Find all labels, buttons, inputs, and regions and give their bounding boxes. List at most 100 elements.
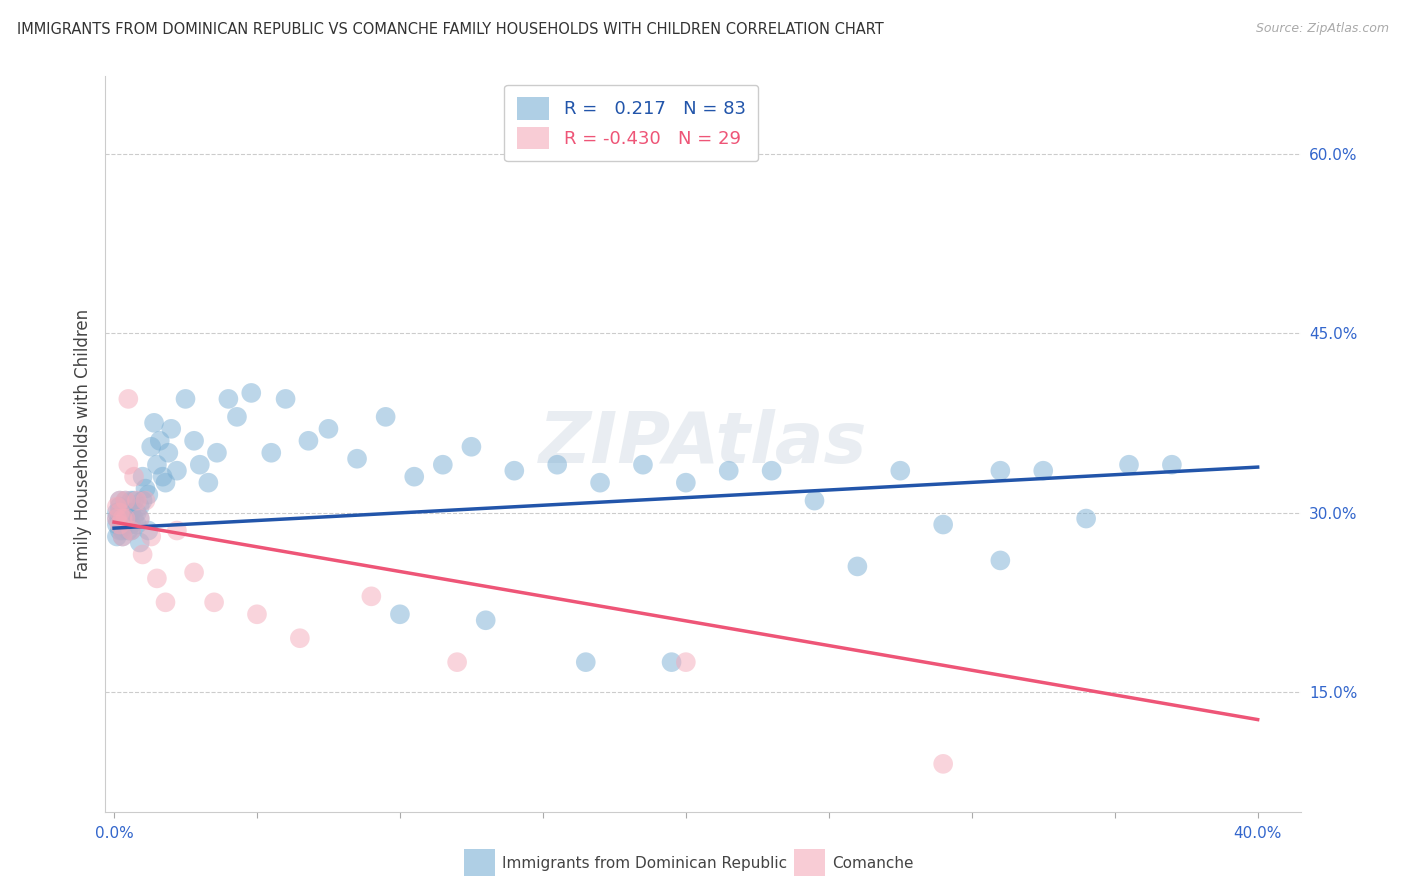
Point bbox=[114, 493, 136, 508]
Point bbox=[174, 392, 197, 406]
Point bbox=[155, 475, 177, 490]
Point bbox=[122, 493, 145, 508]
Point bbox=[117, 506, 139, 520]
Point bbox=[803, 493, 825, 508]
Point bbox=[889, 464, 911, 478]
Point bbox=[205, 446, 228, 460]
Point bbox=[188, 458, 211, 472]
Point bbox=[138, 488, 160, 502]
Point bbox=[152, 469, 174, 483]
Point bbox=[105, 506, 128, 520]
Point bbox=[717, 464, 740, 478]
Point bbox=[146, 571, 169, 585]
Text: Comanche: Comanche bbox=[832, 856, 914, 871]
Point bbox=[120, 506, 142, 520]
Point bbox=[226, 409, 249, 424]
Point bbox=[460, 440, 482, 454]
Legend: R =   0.217   N = 83, R = -0.430   N = 29: R = 0.217 N = 83, R = -0.430 N = 29 bbox=[505, 85, 758, 161]
Point bbox=[108, 500, 131, 514]
Point bbox=[675, 655, 697, 669]
Point bbox=[1118, 458, 1140, 472]
Point bbox=[122, 511, 145, 525]
Point bbox=[274, 392, 297, 406]
Point bbox=[675, 475, 697, 490]
Point bbox=[503, 464, 526, 478]
Point bbox=[1032, 464, 1054, 478]
Point bbox=[105, 511, 128, 525]
Point bbox=[932, 756, 955, 771]
Point bbox=[141, 440, 163, 454]
Point bbox=[108, 506, 131, 520]
Point bbox=[108, 524, 131, 538]
Point bbox=[134, 493, 156, 508]
Point bbox=[446, 655, 468, 669]
Point bbox=[108, 517, 131, 532]
Point bbox=[183, 566, 205, 580]
Point bbox=[149, 434, 172, 448]
Point bbox=[404, 469, 426, 483]
Point bbox=[932, 517, 955, 532]
Point bbox=[111, 529, 134, 543]
Point bbox=[288, 631, 311, 645]
Text: Immigrants from Dominican Republic: Immigrants from Dominican Republic bbox=[502, 856, 787, 871]
Point bbox=[166, 524, 188, 538]
Point bbox=[388, 607, 411, 622]
Point bbox=[105, 529, 128, 543]
Point bbox=[114, 511, 136, 525]
Point bbox=[117, 524, 139, 538]
Point bbox=[128, 500, 150, 514]
Point bbox=[131, 548, 153, 562]
Point bbox=[146, 458, 169, 472]
Point bbox=[108, 506, 131, 520]
Point bbox=[160, 422, 183, 436]
Point bbox=[988, 553, 1011, 567]
Point bbox=[374, 409, 396, 424]
Point bbox=[128, 511, 150, 525]
Point bbox=[297, 434, 319, 448]
Point bbox=[120, 524, 142, 538]
Point bbox=[157, 446, 180, 460]
Point bbox=[246, 607, 269, 622]
Point bbox=[183, 434, 205, 448]
Point bbox=[122, 469, 145, 483]
Point bbox=[1160, 458, 1182, 472]
Point bbox=[111, 529, 134, 543]
Point bbox=[117, 458, 139, 472]
Point bbox=[108, 493, 131, 508]
Point bbox=[111, 511, 134, 525]
Point bbox=[114, 511, 136, 525]
Point bbox=[988, 464, 1011, 478]
Point bbox=[105, 517, 128, 532]
Point bbox=[114, 493, 136, 508]
Point bbox=[138, 524, 160, 538]
Text: Source: ZipAtlas.com: Source: ZipAtlas.com bbox=[1256, 22, 1389, 36]
Point bbox=[661, 655, 683, 669]
Text: ZIPAtlas: ZIPAtlas bbox=[538, 409, 868, 478]
Point bbox=[111, 524, 134, 538]
Point bbox=[114, 506, 136, 520]
Point bbox=[125, 506, 148, 520]
Point bbox=[474, 613, 496, 627]
Point bbox=[120, 493, 142, 508]
Point bbox=[260, 446, 283, 460]
Point bbox=[166, 464, 188, 478]
Point bbox=[128, 511, 150, 525]
Point bbox=[117, 511, 139, 525]
Point bbox=[128, 535, 150, 549]
Point bbox=[846, 559, 869, 574]
Point bbox=[197, 475, 219, 490]
Point bbox=[111, 517, 134, 532]
Point bbox=[117, 392, 139, 406]
Point bbox=[546, 458, 568, 472]
Point bbox=[105, 511, 128, 525]
Point bbox=[217, 392, 239, 406]
Point bbox=[202, 595, 225, 609]
Point bbox=[131, 469, 153, 483]
Point bbox=[120, 517, 142, 532]
Point bbox=[761, 464, 783, 478]
Point bbox=[111, 511, 134, 525]
Point bbox=[1074, 511, 1097, 525]
Point bbox=[432, 458, 454, 472]
Point bbox=[111, 506, 134, 520]
Point bbox=[105, 500, 128, 514]
